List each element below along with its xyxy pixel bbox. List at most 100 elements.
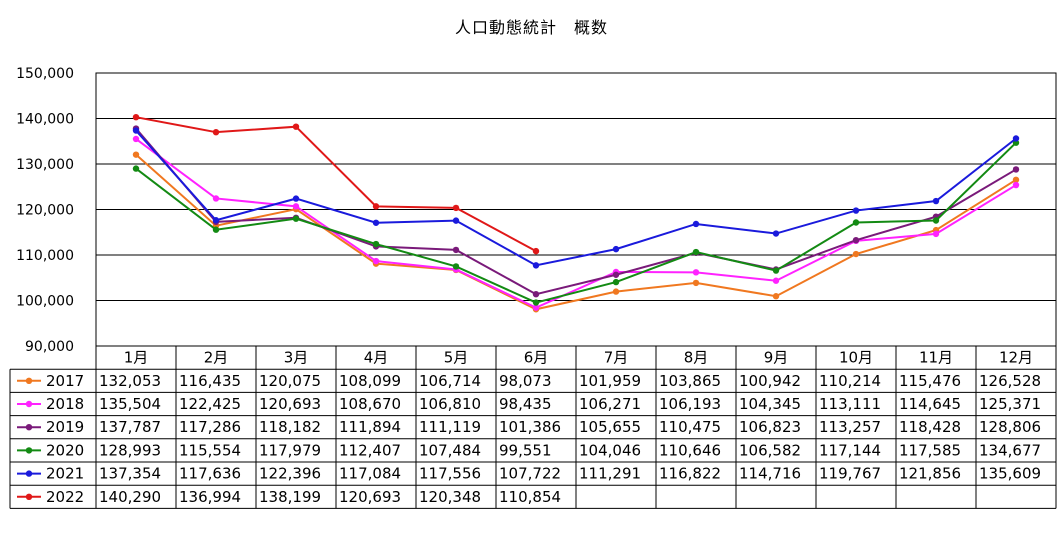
data-label: 105,655 [579, 418, 641, 436]
legend-key-marker [25, 470, 33, 477]
data-label: 110,646 [659, 441, 721, 459]
data-label: 115,554 [179, 441, 241, 459]
data-point-2020 [132, 165, 140, 172]
y-tick-label: 110,000 [16, 248, 74, 264]
data-label: 99,551 [499, 441, 552, 459]
data-point-2018 [292, 203, 300, 210]
data-label: 111,894 [339, 418, 401, 436]
data-point-2021 [932, 197, 940, 205]
data-label: 135,609 [979, 465, 1041, 483]
data-point-2020 [372, 240, 380, 248]
data-label: 116,435 [179, 372, 241, 390]
data-point-2020 [932, 217, 940, 224]
data-label: 120,693 [339, 488, 401, 506]
data-label: 106,714 [419, 372, 481, 390]
data-label: 117,286 [179, 418, 241, 436]
data-label: 132,053 [99, 372, 161, 390]
data-label: 106,582 [739, 441, 801, 459]
legend-label: 2022 [46, 488, 84, 506]
data-point-2018 [1012, 181, 1020, 189]
data-label: 98,073 [499, 372, 552, 390]
x-tick-label: 10月 [839, 349, 873, 367]
data-label: 103,865 [659, 372, 721, 390]
data-point-2021 [612, 245, 620, 253]
data-label: 101,386 [499, 418, 561, 436]
data-label: 137,787 [99, 418, 161, 436]
y-tick-label: 150,000 [16, 66, 74, 82]
data-label: 120,075 [259, 372, 321, 390]
data-point-2018 [932, 230, 940, 238]
data-point-2020 [452, 263, 460, 270]
data-point-2021 [212, 217, 220, 224]
x-tick-label: 5月 [444, 349, 469, 367]
data-point-2021 [372, 219, 380, 226]
data-label: 106,810 [419, 395, 481, 413]
data-label: 117,636 [179, 465, 241, 483]
x-tick-label: 3月 [284, 349, 309, 367]
data-point-2018 [692, 269, 700, 276]
data-point-2017 [612, 288, 620, 295]
data-label: 108,670 [339, 395, 401, 413]
y-tick-label: 130,000 [16, 157, 74, 173]
series-line-2017 [135, 153, 1017, 311]
data-label: 117,144 [819, 441, 881, 459]
data-label: 108,099 [339, 372, 401, 390]
data-point-2018 [532, 304, 540, 311]
data-label: 113,111 [819, 395, 881, 413]
data-point-2020 [532, 299, 540, 306]
data-label: 110,854 [499, 488, 561, 506]
legend-label: 2021 [46, 465, 84, 483]
data-label: 126,528 [979, 372, 1041, 390]
data-point-2020 [612, 278, 620, 286]
legend-key-marker [25, 447, 33, 454]
data-label: 125,371 [979, 395, 1041, 413]
x-tick-label: 6月 [524, 349, 549, 367]
data-label: 117,979 [259, 441, 321, 459]
data-point-2021 [772, 230, 780, 237]
legend-key-marker [25, 424, 33, 431]
x-tick-label: 4月 [364, 349, 389, 367]
legend-key-marker [25, 400, 33, 408]
data-label: 106,193 [659, 395, 721, 413]
x-tick-label: 7月 [604, 349, 629, 367]
data-label: 137,354 [99, 465, 161, 483]
data-label: 98,435 [499, 395, 552, 413]
data-point-2020 [212, 226, 220, 233]
x-tick-label: 12月 [999, 349, 1033, 367]
data-point-2017 [772, 293, 780, 300]
data-point-2018 [212, 195, 220, 202]
data-point-2022 [212, 128, 220, 136]
data-label: 120,693 [259, 395, 321, 413]
data-label: 110,475 [659, 418, 721, 436]
data-label: 119,767 [819, 465, 881, 483]
series-line-2018 [135, 138, 1017, 309]
y-tick-label: 140,000 [16, 112, 74, 128]
data-label: 122,396 [259, 465, 321, 483]
data-label: 118,182 [259, 418, 321, 436]
data-label: 114,645 [899, 395, 961, 413]
data-label: 121,856 [899, 465, 961, 483]
data-label: 117,585 [899, 441, 961, 459]
data-label: 111,119 [419, 418, 481, 436]
data-label: 120,348 [419, 488, 481, 506]
x-tick-label: 9月 [764, 349, 789, 367]
data-label: 110,214 [819, 372, 881, 390]
legend-label: 2018 [46, 395, 84, 413]
chart-title: 人口動態統計 概数 [454, 18, 608, 37]
data-label: 100,942 [739, 372, 801, 390]
data-point-2017 [692, 279, 700, 287]
data-label: 114,716 [739, 465, 801, 483]
data-point-2021 [132, 127, 140, 134]
data-label: 104,345 [739, 395, 801, 413]
data-label: 111,291 [579, 465, 641, 483]
data-point-2019 [612, 271, 620, 278]
data-label: 138,199 [259, 488, 321, 506]
data-point-2019 [532, 290, 540, 298]
data-label: 106,823 [739, 418, 801, 436]
data-point-2021 [292, 195, 300, 202]
data-point-2020 [852, 219, 860, 226]
data-label: 134,677 [979, 441, 1041, 459]
data-point-2022 [132, 113, 140, 121]
data-point-2017 [1012, 176, 1020, 183]
